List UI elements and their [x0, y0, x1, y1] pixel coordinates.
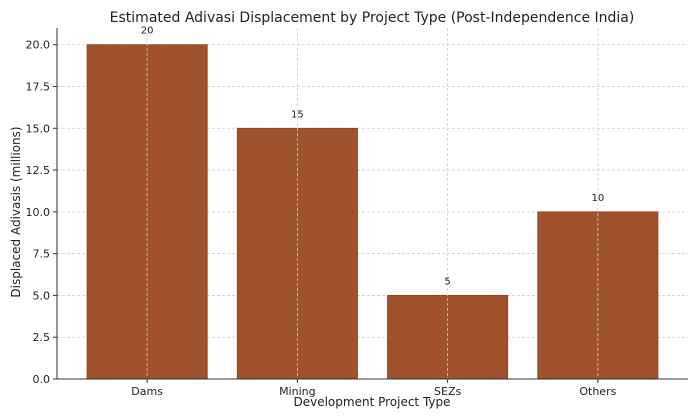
y-tick-label: 20.0	[26, 39, 51, 52]
y-tick-label: 7.5	[33, 248, 51, 261]
x-tick-label: Others	[579, 385, 616, 398]
x-axis-label: Development Project Type	[293, 395, 450, 409]
chart-title: Estimated Adivasi Displacement by Projec…	[110, 10, 635, 26]
bar-value-label: 20	[141, 26, 154, 37]
y-tick-label: 0.0	[33, 373, 51, 386]
y-tick-label: 5.0	[33, 289, 51, 302]
y-tick-label: 15.0	[26, 122, 51, 135]
y-tick-label: 10.0	[26, 206, 51, 219]
bar-value-label: 5	[444, 276, 450, 287]
y-axis-label: Displaced Adivasis (millions)	[9, 126, 23, 297]
axes	[53, 28, 688, 383]
bar-value-label: 10	[591, 193, 604, 204]
x-tick-label: Mining	[279, 385, 316, 398]
y-tick-label: 2.5	[33, 331, 51, 344]
y-tick-label: 12.5	[26, 164, 51, 177]
y-tick-label: 17.5	[26, 81, 51, 94]
x-tick-label: SEZs	[434, 385, 461, 398]
bar-value-label: 15	[291, 109, 304, 120]
x-tick-label: Dams	[131, 385, 163, 398]
bar-sezs	[387, 295, 509, 380]
labels: 0.0 2.5 5.0 7.5 10.0 12.5 15.0 17.5 20.0 Dams Mini…	[26, 26, 617, 398]
